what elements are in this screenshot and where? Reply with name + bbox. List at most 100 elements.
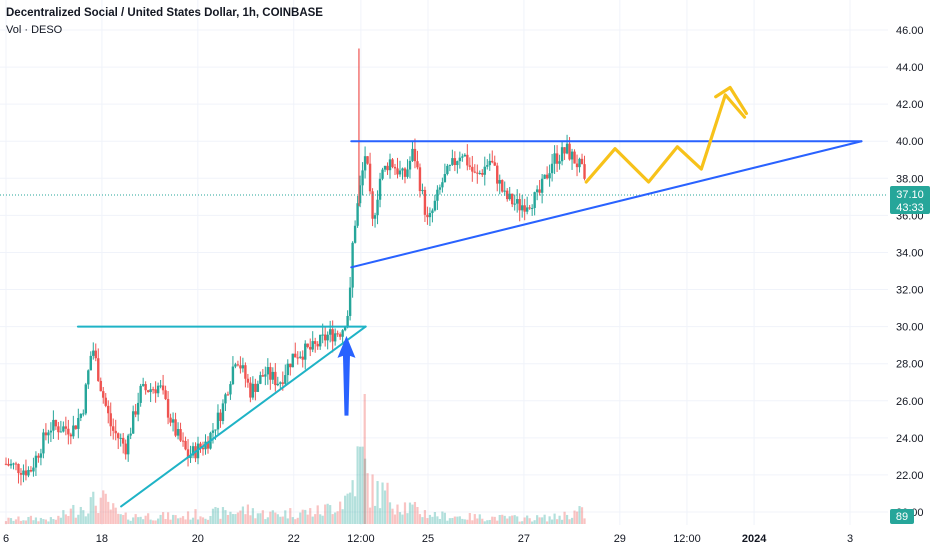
volume-bar [261,510,264,524]
candle-body [331,329,334,342]
price-tick-label: 38.00 [896,173,924,185]
volume-bar [159,514,162,524]
trend-annotations [76,85,863,508]
candle-body [396,168,399,175]
candle-body [67,428,70,435]
volume-bar [176,518,180,524]
volume-bar [186,511,190,524]
candle-body [274,371,277,386]
volume-bar [87,513,90,524]
volume-bar [216,507,220,524]
volume-bar [239,510,242,524]
candle-body [4,463,8,465]
candle-body [388,159,392,171]
candle-body [141,384,145,386]
candle-body [299,356,302,358]
candle-body [483,166,486,175]
volume-bar [528,518,531,524]
volume-bar [573,510,576,524]
volume-bar [134,514,137,524]
candle-body [336,333,339,335]
volume-bar [473,514,476,524]
volume-bar [149,519,152,524]
volume-bar [511,515,514,524]
candle-body [89,355,92,371]
projection-arrowhead [714,85,749,116]
candle-body [129,433,132,436]
volume-bar [219,518,222,524]
volume-bar [274,512,277,524]
volume-bar [423,510,427,524]
volume-bar [129,520,132,524]
candle-body [416,161,419,168]
candle-body [528,207,531,209]
candle-body [276,383,280,386]
candle-body [144,384,147,391]
candle-body [433,200,437,211]
candle-body [363,156,367,171]
volume-bar [89,497,92,524]
volume-bar [373,505,377,524]
candle-body [264,374,267,377]
volume-bar [147,513,150,524]
candle-body [279,382,282,384]
volume-bar [77,514,80,524]
volume-bar [361,446,364,524]
candle-body [221,403,225,422]
candle-body [326,334,329,341]
candle-body [446,165,449,175]
volume-indicator-label[interactable]: Vol · DESO [6,24,63,36]
volume-bar [214,507,217,524]
candle-body [488,160,491,166]
volume-bar [154,520,157,524]
candle-body [59,431,63,433]
candle-body [341,330,344,337]
candle-body [266,367,270,375]
price-axis[interactable]: 20.0022.0024.0026.0028.0030.0032.0034.00… [888,0,932,550]
volume-bar [441,511,444,524]
candle-body [122,437,125,444]
candle-body [159,385,162,387]
time-tick-label: 27 [518,533,530,545]
volume-bar [381,482,384,524]
volume-bar [436,516,439,524]
volume-bar [291,517,294,524]
candle-body [523,205,526,212]
candle-body [358,185,362,204]
candle-body [550,163,554,174]
candle-body [39,453,43,458]
volume-bar [161,512,165,524]
volume-bar [244,514,247,524]
volume-bar [548,516,551,524]
volume-bar [456,516,459,524]
volume-bar [14,519,18,524]
volume-bar [12,520,15,524]
time-axis[interactable]: 6 18 20 22 12:00 25 27 29 12:00 2024 3 [0,526,888,550]
volume-bar [401,514,404,524]
candle-body [169,417,172,423]
candle-body [29,469,33,472]
candle-body [184,440,187,450]
candle-body [199,443,202,448]
candle-body [146,390,150,393]
candle-body [216,412,220,430]
volume-bar [139,516,142,524]
volume-bar [336,511,339,524]
volume-bar [54,519,57,524]
volume-bar [137,517,140,524]
volume-bar [229,511,232,524]
volume-bar [498,514,501,524]
candle-body [189,455,192,459]
candle-body [456,161,459,166]
volume-bar [174,515,177,524]
candle-body [269,367,272,380]
candle-body [423,189,427,215]
volume-bar [516,516,519,524]
volume-bar [376,481,379,524]
price-tick-label: 26.00 [896,396,924,408]
volume-bar [356,446,359,524]
candle-body [356,203,359,226]
volume-bar [580,507,584,524]
